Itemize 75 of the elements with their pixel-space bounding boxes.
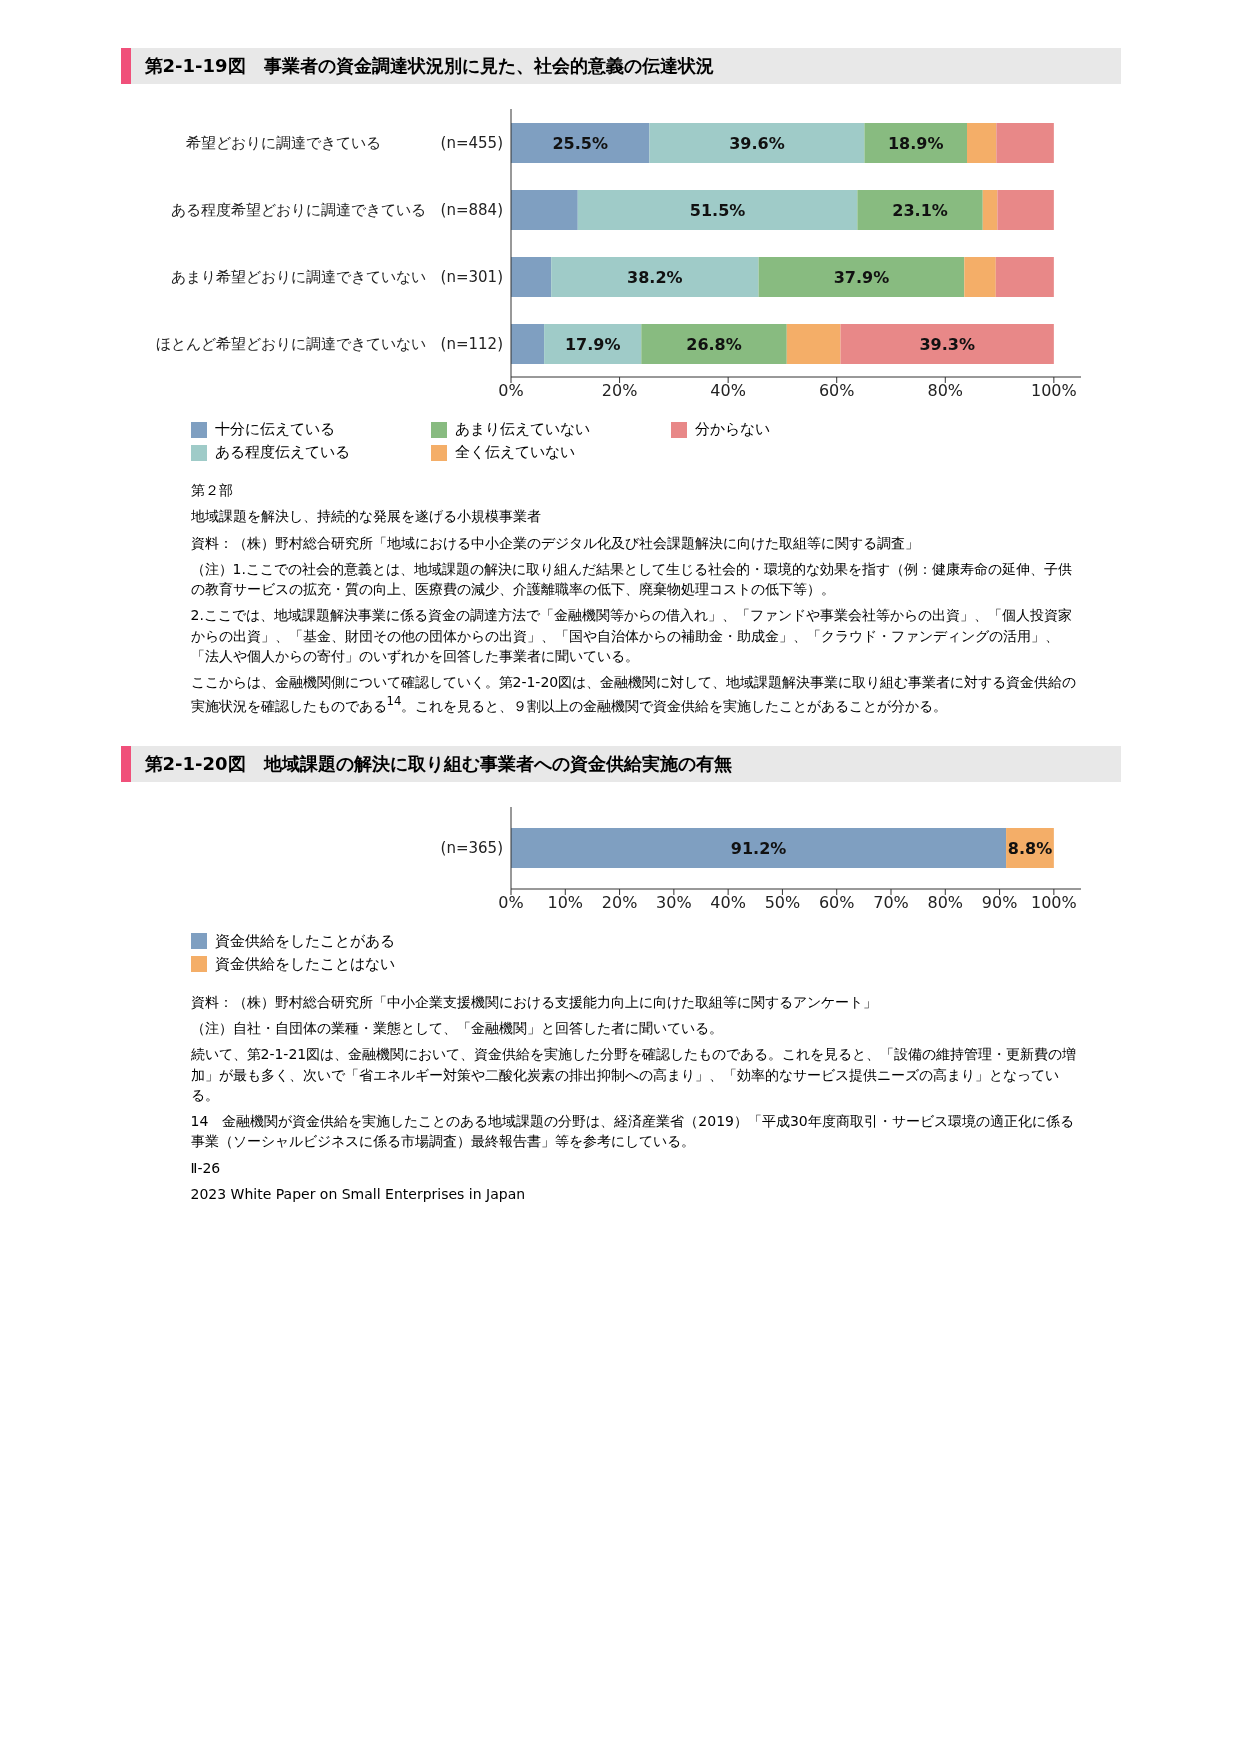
bar [648, 123, 864, 163]
bar [510, 123, 649, 163]
x-tick-label: 20% [601, 892, 637, 912]
x-tick-label: 80% [927, 892, 963, 912]
data-label: 18.9% [887, 133, 943, 153]
bar [510, 190, 578, 230]
bar [577, 190, 857, 230]
x-tick-label: 80% [927, 381, 963, 401]
data-label: 38.2% [626, 267, 683, 287]
text: 地域課題を解決し、持続的な発展を遂げる小規模事業者 [190, 507, 542, 527]
x-tick-label: 0% [497, 381, 524, 401]
x-tick-label: 50% [764, 892, 800, 912]
data-label: 51.5% [689, 200, 745, 220]
legend-label: 資金供給をしたことがある [214, 931, 395, 951]
legend-label: ある程度伝えている [214, 443, 350, 462]
legend-label: あまり伝えていない [454, 420, 590, 439]
data-label: 17.9% [564, 334, 620, 354]
text: 資料：（株）野村総合研究所「中小企業支援機関における支援能力向上に向けた取組等に関するアンケート」 [190, 992, 878, 1012]
y-tick-label: (n=365) [440, 838, 503, 857]
x-tick-label: 60% [818, 892, 854, 912]
data-label: 23.1% [891, 200, 948, 220]
legend-label: 資金供給をしたことはない [214, 954, 395, 974]
bar [543, 324, 641, 364]
bar [758, 257, 964, 297]
x-tick-label: 100% [1030, 381, 1077, 401]
bar [966, 123, 996, 163]
x-tick-label: 40% [709, 381, 746, 401]
bar [550, 257, 759, 297]
legend-label: 全く伝えていない [454, 443, 575, 462]
text: 続いて、第2-1-21図は、金融機関において、資金供給を実施した分野を確認したものである。これを見ると、「設備の維持管理・更新費の増加」が最も多く、次いで「省エネルギー対策や二酸化炭素の排出抑制への高まり」、「効率的なサービス提供ニーズの高まり」となっている。 [190, 1045, 1078, 1105]
x-tick-label: 20% [601, 381, 637, 401]
x-tick-label: 60% [818, 381, 854, 401]
bar [963, 257, 996, 297]
bar [510, 324, 544, 364]
x-tick-label: 30% [655, 892, 692, 912]
text: 14 金融機関が資金供給を実施したことのある地域課題の分野は、経済産業省（2019）「平成30年度商取引・サービス環境の適正化に係る事業（ソーシャルビジネスに係る市場調査）最終報告書」等を参考にしている。 [190, 1112, 1075, 1152]
data-label: 91.2% [730, 838, 786, 858]
x-tick-label: 10% [547, 892, 583, 912]
text: ここからは、金融機関側について確認していく。第2-1-20図は、金融機関に対して、地域課題解決事業に取り組む事業者に対する資金供給の実施状況を確認したものである$^{14}$。これを見ると、９割以上の金融機関で資金供給を実施したことがあることが分かる。 [190, 673, 1078, 716]
chart-title: 第2-1-19図 事業者の資金調達状況別に見た、社会的意義の伝達状況 [120, 48, 1121, 84]
data-label: 39.3% [918, 334, 975, 354]
data-label: 26.8% [685, 334, 742, 354]
text: （注）1.ここでの社会的意義とは、地域課題の解決に取り組んだ結果として生じる社会的・環境的な効果を指す（例：健康寿命の延伸、子供の教育サービスの拡充・質の向上、医療費の減少、介護離職率の低下、廃棄物処理コストの低下等）。 [190, 559, 1073, 600]
bar [856, 190, 983, 230]
text: Ⅱ-26 [190, 1158, 222, 1178]
data-label: 37.9% [833, 267, 889, 287]
data-label: 8.8% [1007, 838, 1052, 858]
text: （注）自社・自団体の業種・業態として、「金融機関」と回答した者に聞いている。 [190, 1018, 724, 1038]
text: 2.ここでは、地域課題解決事業に係る資金の調達方法で「金融機関等からの借入れ」、「ファンドや事業会社等からの出資」、「個人投資家からの出資」、「基金、財団その他の団体からの出資」、「国や自治体からの補助金・助成金」、「クラウド・ファンディングの活用」、「法人や個人からの寄付」のいずれかを回答した事業者に聞いている。 [190, 606, 1073, 667]
data-label: 25.5% [551, 133, 608, 153]
data-label: 39.6% [728, 133, 785, 153]
x-tick-label: 0% [497, 892, 524, 912]
y-tick-label: あまり希望どおりに調達できていない (n=301) [170, 267, 503, 286]
x-tick-label: 90% [981, 892, 1017, 912]
bar [840, 324, 1054, 364]
y-tick-label: ある程度希望どおりに調達できている (n=884) [170, 200, 503, 219]
text: 2023 White Paper on Small Enterprises in Japan [190, 1185, 527, 1204]
bar [996, 190, 1054, 230]
bar [863, 123, 967, 163]
bar [982, 190, 997, 230]
x-tick-label: 70% [872, 892, 909, 912]
text: 資料：（株）野村総合研究所「地域における中小企業のデジタル化及び社会課題解決に向けた取組等に関する調査」 [190, 533, 920, 553]
x-tick-label: 100% [1030, 892, 1077, 912]
bar [995, 257, 1054, 297]
y-tick-label: ほとんど希望どおりに調達できていない (n=112) [155, 334, 503, 353]
y-tick-label: 希望どおりに調達できている (n=455) [185, 133, 503, 152]
bar [510, 257, 551, 297]
legend-label: 分からない [694, 420, 770, 439]
bar [995, 123, 1054, 163]
chart-title: 第2-1-20図 地域課題の解決に取り組む事業者への資金供給実施の有無 [120, 745, 1121, 782]
bar [786, 324, 841, 364]
text: 第２部 [190, 481, 234, 500]
bar [640, 324, 787, 364]
x-tick-label: 40% [709, 892, 746, 912]
legend-label: 十分に伝えている [214, 420, 335, 439]
